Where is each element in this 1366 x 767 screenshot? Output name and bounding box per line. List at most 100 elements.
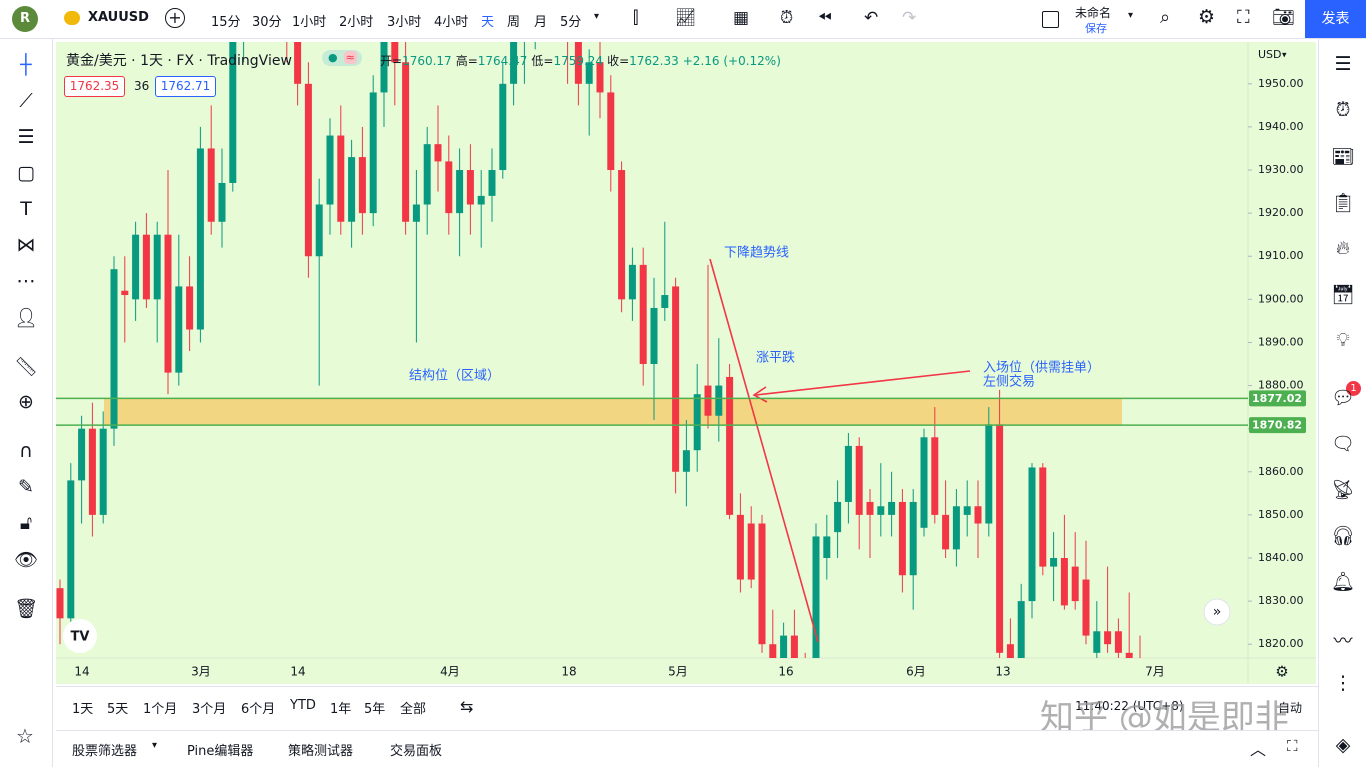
range-button[interactable]: 1个月 bbox=[143, 702, 178, 717]
ask-price[interactable]: 1762.71 bbox=[155, 76, 216, 97]
interval-button[interactable]: 2小时 bbox=[339, 15, 374, 30]
redo-icon[interactable]: ↷ bbox=[902, 8, 917, 28]
settings-top-icon[interactable]: ⚙ bbox=[1198, 6, 1216, 28]
tool-icon[interactable]: ⋈ bbox=[16, 234, 36, 256]
bottom-tab[interactable]: 策略测试器 bbox=[288, 744, 354, 759]
notification-badge: 1 bbox=[1346, 381, 1361, 396]
tool-icon[interactable]: 🗑︎ bbox=[14, 598, 39, 620]
widget-icon[interactable]: 💡︎ bbox=[1336, 329, 1350, 351]
range-button[interactable]: 5年 bbox=[364, 702, 386, 717]
interval-button[interactable]: 30分 bbox=[252, 15, 282, 30]
x-tick-label: 14 bbox=[74, 665, 89, 679]
interval-button[interactable]: 天 bbox=[481, 15, 495, 30]
interval-button[interactable]: 15分 bbox=[211, 15, 241, 30]
tool-icon[interactable]: 🔓︎ bbox=[19, 512, 33, 534]
tool-icon[interactable]: ∩ bbox=[19, 440, 33, 462]
market-status[interactable]: ● ≈ bbox=[322, 50, 362, 66]
tool-icon[interactable]: ✎ bbox=[18, 476, 34, 498]
tool-icon[interactable]: ⊕ bbox=[18, 391, 34, 413]
widget-icon[interactable]: 📋︎ bbox=[1330, 192, 1356, 214]
candle-body bbox=[963, 506, 971, 515]
tool-icon[interactable]: 👤︎ bbox=[14, 307, 39, 329]
interval-button[interactable]: 5分 bbox=[560, 15, 582, 30]
top-toolbar bbox=[0, 0, 1366, 39]
widget-icon[interactable]: ⋮ bbox=[1333, 672, 1353, 694]
tool-icon[interactable]: ⟋ bbox=[19, 90, 33, 112]
y-tick-label: 1940.00 bbox=[1258, 120, 1304, 133]
tool-icon[interactable]: ☰ bbox=[17, 126, 35, 148]
add-symbol[interactable]: + bbox=[165, 8, 185, 28]
bottom-tab[interactable]: 股票筛选器 bbox=[72, 744, 138, 759]
scroll-button[interactable] bbox=[1203, 598, 1231, 626]
snapshot-icon[interactable]: 📷︎ bbox=[1272, 7, 1295, 28]
widget-icon[interactable]: 📅︎ bbox=[1330, 284, 1356, 306]
widget-icon[interactable]: 📰︎ bbox=[1330, 146, 1356, 168]
clock[interactable]: 11:40:22 (UTC+8) bbox=[1075, 699, 1184, 713]
candle-body bbox=[358, 157, 366, 214]
widget-icon[interactable]: 🔥︎ bbox=[1336, 237, 1350, 259]
fullscreen-icon[interactable]: ⛶ bbox=[1237, 7, 1250, 28]
bottom-tab[interactable]: Pine编辑器 bbox=[187, 744, 254, 759]
widget-icon[interactable]: 🎧︎ bbox=[1330, 525, 1356, 547]
range-button[interactable]: 1天 bbox=[72, 702, 94, 717]
range-button[interactable]: 5天 bbox=[107, 702, 129, 717]
x-tick-label: 13 bbox=[995, 665, 1010, 679]
widget-icon[interactable]: 〰 bbox=[1333, 630, 1353, 652]
candle-body bbox=[823, 536, 831, 558]
auto-scale[interactable]: 自动 bbox=[1278, 701, 1303, 715]
range-button[interactable]: 全部 bbox=[400, 702, 427, 717]
range-button[interactable]: 6个月 bbox=[241, 702, 276, 717]
spread: 36 bbox=[134, 79, 150, 93]
undo-icon[interactable]: ↶ bbox=[864, 8, 879, 28]
arrow-line[interactable] bbox=[755, 370, 971, 396]
symbol[interactable]: XAUUSD bbox=[88, 10, 149, 25]
indicators-icon[interactable]: 📈︎ bbox=[675, 8, 697, 28]
tool-icon[interactable]: T bbox=[20, 198, 32, 220]
tool-icon[interactable]: ▢ bbox=[17, 162, 35, 184]
bid-price[interactable]: 1762.35 bbox=[64, 76, 125, 97]
interval-button[interactable]: 周 bbox=[507, 15, 521, 30]
watchlist-star[interactable]: ☆ bbox=[16, 724, 34, 748]
range-button[interactable]: 1年 bbox=[330, 702, 352, 717]
interval-button[interactable]: 月 bbox=[534, 15, 548, 30]
settings-icon[interactable]: ⚙ bbox=[1275, 663, 1288, 681]
date-range-icon[interactable]: ⇆ bbox=[460, 697, 474, 716]
widget-icon[interactable]: ⏰︎ bbox=[1335, 99, 1351, 121]
ohlc-key: 开= bbox=[380, 54, 403, 68]
tool-icon[interactable]: ┼ bbox=[20, 54, 32, 76]
interval-button[interactable]: 4小时 bbox=[434, 15, 469, 30]
search-icon[interactable]: ⌕ bbox=[1160, 7, 1171, 28]
save-label[interactable]: 保存 bbox=[1085, 22, 1107, 35]
candle-body bbox=[402, 62, 410, 222]
alert-icon[interactable]: ⏰︎ bbox=[780, 8, 794, 28]
candle-body bbox=[758, 523, 766, 645]
interval-button[interactable]: 3小时 bbox=[387, 15, 422, 30]
tool-icon[interactable]: 📏︎ bbox=[14, 356, 39, 378]
templates-icon[interactable]: ▦ bbox=[733, 8, 750, 28]
right-toolbar bbox=[1318, 39, 1366, 767]
tool-icon[interactable]: ⋯ bbox=[16, 270, 36, 292]
replay-icon[interactable]: ⏪︎ bbox=[818, 8, 832, 28]
widget-icon[interactable]: 🔔︎ bbox=[1330, 571, 1356, 593]
interval-button[interactable]: 1小时 bbox=[292, 15, 327, 30]
collapse-icon[interactable]: ︿ bbox=[1250, 740, 1267, 759]
widget-icon[interactable]: 🗨︎ bbox=[1330, 433, 1356, 455]
range-button[interactable]: YTD bbox=[290, 698, 316, 713]
tool-icon[interactable]: 👁︎ bbox=[14, 549, 39, 571]
maximize-icon[interactable]: ⛶ bbox=[1287, 737, 1298, 755]
avatar[interactable]: R bbox=[12, 6, 38, 32]
widget-icon[interactable]: 📡︎ bbox=[1330, 479, 1356, 501]
y-tick-label: 1820.00 bbox=[1258, 637, 1304, 650]
trend-line[interactable] bbox=[709, 258, 819, 643]
widget-icon[interactable]: 💬︎ bbox=[1330, 387, 1356, 409]
currency-label[interactable]: USD bbox=[1258, 48, 1282, 61]
layout-name[interactable]: 未命名 bbox=[1075, 6, 1112, 20]
range-button[interactable]: 3个月 bbox=[192, 702, 227, 717]
layout-icon[interactable] bbox=[1042, 11, 1059, 28]
layers-icon[interactable]: ◈ bbox=[1335, 734, 1351, 756]
y-tick-label: 1880.00 bbox=[1258, 379, 1304, 392]
chart-type-icon[interactable]: ⫿ bbox=[633, 8, 639, 28]
bottom-tab[interactable]: 交易面板 bbox=[390, 744, 443, 759]
widget-icon[interactable]: ☰ bbox=[1334, 53, 1352, 75]
publish-button[interactable]: 发表 bbox=[1305, 0, 1366, 38]
